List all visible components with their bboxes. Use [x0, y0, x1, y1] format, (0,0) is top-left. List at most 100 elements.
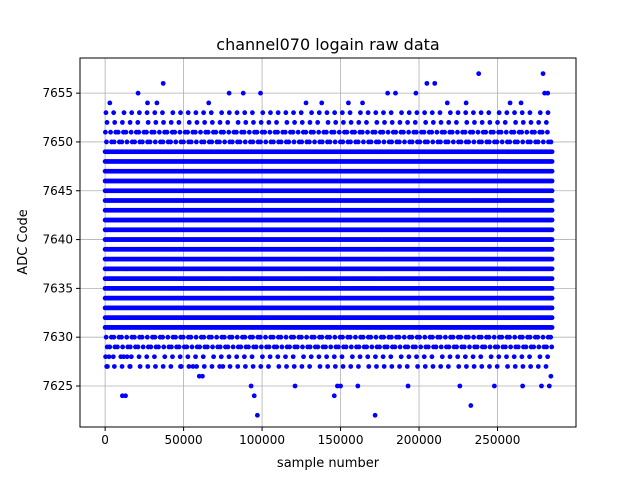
data-point — [275, 354, 281, 360]
data-point — [421, 354, 427, 360]
data-point — [418, 344, 424, 350]
data-point — [499, 334, 505, 340]
data-point — [422, 364, 428, 369]
data-point — [291, 364, 297, 369]
data-point — [218, 354, 224, 360]
data-point — [507, 334, 512, 340]
data-point — [537, 354, 543, 360]
data-point — [184, 344, 190, 350]
data-point — [331, 354, 337, 360]
data-point — [380, 354, 386, 360]
data-point — [214, 334, 220, 340]
data-point — [327, 334, 333, 340]
data-point — [119, 364, 125, 369]
data-point — [356, 344, 362, 350]
data-point — [168, 364, 174, 369]
data-point — [482, 344, 488, 350]
data-point — [488, 354, 494, 360]
data-point — [209, 364, 215, 369]
data-point — [246, 344, 251, 350]
data-point — [160, 364, 166, 369]
data-point — [549, 276, 555, 282]
data-point — [470, 354, 476, 360]
data-point — [356, 364, 361, 369]
data-point — [194, 364, 199, 369]
data-point — [299, 334, 304, 340]
data-point — [381, 364, 387, 369]
data-point — [543, 364, 549, 369]
data-point — [170, 354, 175, 360]
data-point — [173, 334, 178, 340]
data-point — [238, 344, 244, 350]
data-point — [347, 334, 353, 340]
data-point — [242, 334, 248, 340]
data-point — [290, 354, 296, 360]
data-point — [503, 344, 508, 350]
data-point — [439, 354, 445, 360]
data-point — [234, 334, 240, 340]
data-point — [211, 354, 216, 360]
data-point — [398, 354, 404, 360]
data-point — [406, 354, 412, 360]
data-point — [389, 364, 395, 369]
data-point — [397, 344, 403, 350]
data-point — [549, 325, 555, 330]
data-point — [549, 344, 555, 350]
data-point — [243, 364, 248, 369]
data-point — [471, 364, 477, 369]
data-point — [267, 354, 273, 360]
data-point — [111, 334, 117, 340]
data-point — [486, 334, 492, 340]
data-point — [548, 334, 554, 340]
data-point — [348, 344, 354, 350]
data-point — [153, 364, 158, 369]
data-point — [332, 334, 338, 340]
data-point — [257, 334, 263, 340]
data-point — [204, 344, 210, 350]
data-point — [137, 364, 143, 369]
data-point — [520, 334, 525, 340]
data-point — [360, 334, 366, 340]
data-point — [156, 344, 161, 350]
data-point — [505, 364, 510, 369]
data-point — [294, 344, 300, 350]
data-point — [217, 344, 223, 350]
data-point — [132, 334, 137, 340]
data-point — [414, 354, 419, 360]
data-point — [464, 364, 469, 369]
data-point — [139, 334, 145, 340]
data-point — [128, 354, 134, 360]
data-point — [527, 354, 532, 360]
data-point — [144, 334, 150, 340]
data-point — [365, 354, 371, 360]
data-point — [299, 364, 305, 369]
data-point — [450, 334, 456, 340]
data-point — [136, 354, 142, 360]
data-point — [107, 344, 113, 350]
data-point — [278, 334, 284, 340]
data-point — [266, 364, 271, 369]
data-point — [374, 364, 379, 369]
data-point — [388, 354, 394, 360]
data-point — [103, 334, 109, 340]
data-point — [478, 334, 484, 340]
data-point — [425, 344, 431, 350]
data-point — [193, 334, 199, 340]
data-point — [161, 344, 167, 350]
data-point — [549, 305, 555, 311]
data-point — [508, 344, 514, 350]
data-point — [397, 364, 402, 369]
data-point — [544, 344, 549, 350]
data-point — [336, 344, 341, 350]
data-point — [270, 334, 276, 340]
data-point — [549, 295, 555, 301]
data-point — [415, 364, 420, 369]
data-point — [461, 344, 467, 350]
data-point — [512, 364, 518, 369]
data-point — [409, 334, 415, 340]
data-point — [339, 354, 345, 360]
data-point — [405, 344, 411, 350]
data-point — [307, 344, 313, 350]
data-point — [353, 334, 358, 340]
data-point — [404, 364, 410, 369]
